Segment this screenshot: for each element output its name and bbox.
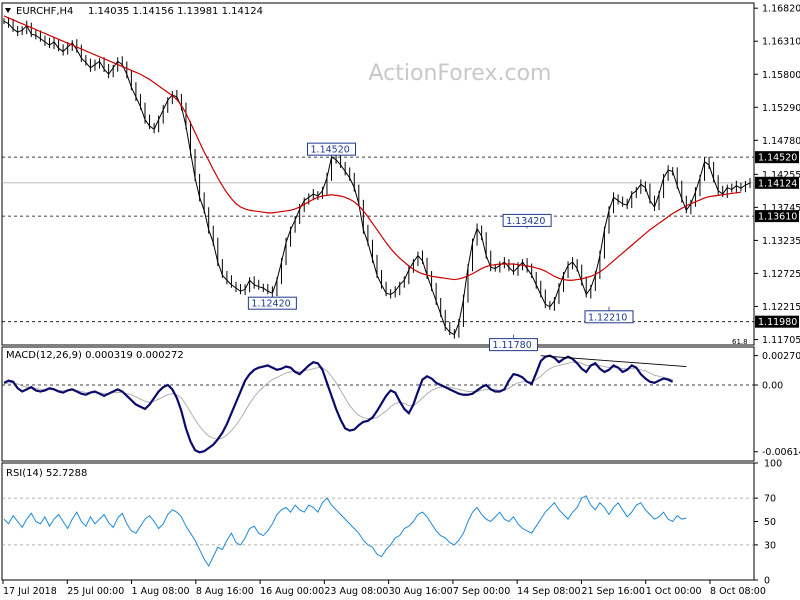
- time-axis-label: 8 Oct 08:00: [710, 586, 766, 597]
- level-price-label: 1.14520: [758, 153, 797, 164]
- time-axis-label: 17 Jul 2018: [3, 586, 57, 597]
- time-axis-label: 16 Aug 00:00: [260, 586, 324, 597]
- macd-axis-label: -0.006148: [762, 447, 800, 458]
- level-price-tag: [755, 151, 799, 164]
- chart-ohlc: 1.14035 1.14156 1.13981 1.14124: [88, 6, 263, 17]
- last-price-label: 1.14124: [758, 178, 797, 189]
- macd-axis-label: 0.00: [762, 381, 783, 392]
- watermark-text: ActionForex.com: [369, 61, 552, 86]
- price-axis-label: 1.12725: [762, 269, 800, 280]
- time-axis-label: 1 Aug 08:00: [132, 586, 190, 597]
- rsi-axis-label: 50: [764, 517, 776, 528]
- time-axis-label: 14 Sep 08:00: [517, 586, 580, 597]
- rsi-axis-label: 0: [764, 576, 770, 587]
- annotation-label: 1.13420: [506, 216, 545, 227]
- fib-label: 61.8: [732, 338, 748, 346]
- rsi-line: [3, 495, 687, 567]
- level-price-label: 1.11980: [758, 317, 797, 328]
- price-axis-label: 1.15800: [762, 70, 800, 81]
- annotation-label: 1.11780: [492, 340, 531, 351]
- macd-signal-line: [3, 361, 673, 440]
- level-price-tag: [755, 210, 799, 223]
- chart-symbol: EURCHF,H4: [16, 6, 73, 17]
- time-axis-label: 30 Aug 16:00: [389, 586, 453, 597]
- last-price-tag: [755, 176, 799, 189]
- macd-title: MACD(12,26,9) 0.000319 0.000272: [6, 350, 184, 361]
- macd-line: [3, 354, 674, 454]
- moving-average-line: [3, 15, 741, 281]
- time-axis-label: 21 Sep 16:00: [581, 586, 644, 597]
- price-axis-label: 1.15290: [762, 103, 800, 114]
- annotation-box: [488, 338, 538, 352]
- annotation-label: 1.14520: [311, 145, 350, 156]
- rsi-title: RSI(14) 52.7288: [6, 468, 87, 479]
- time-axis-label: 7 Sep 00:00: [453, 586, 510, 597]
- annotation-box: [584, 310, 634, 324]
- macd-trendline: [540, 355, 687, 367]
- level-price-tag: [755, 315, 799, 328]
- price-axis-label: 1.13235: [762, 236, 800, 247]
- macd-panel-frame: [1, 346, 755, 462]
- rsi-panel-frame: [1, 462, 755, 581]
- price-axis-label: 1.11705: [762, 335, 800, 346]
- annotation-label: 1.12420: [251, 299, 290, 310]
- level-price-label: 1.13610: [758, 212, 797, 223]
- price-axis-label: 1.14780: [762, 136, 800, 147]
- price-axis-label: 1.12215: [762, 302, 800, 313]
- macd-axis-label: 0.002708: [762, 351, 800, 362]
- price-panel-frame: [1, 2, 755, 346]
- annotation-label: 1.12210: [588, 312, 627, 323]
- time-axis-label: 25 Jul 00:00: [67, 586, 124, 597]
- price-axis-label: 1.13745: [762, 203, 800, 214]
- price-line: [3, 20, 751, 336]
- rsi-axis-label: 100: [764, 459, 782, 470]
- rsi-axis-label: 30: [764, 540, 776, 551]
- annotation-box: [307, 142, 357, 156]
- price-axis-label: 1.16310: [762, 37, 800, 48]
- time-axis-label: 8 Aug 16:00: [196, 586, 254, 597]
- annotation-box: [502, 213, 552, 227]
- time-axis-label: 1 Oct 00:00: [646, 586, 702, 597]
- price-axis-label: 1.16820: [762, 4, 800, 15]
- triangle-down-icon: [5, 8, 11, 13]
- time-axis-label: 23 Aug 08:00: [324, 586, 388, 597]
- price-axis-label: 1.14255: [762, 170, 800, 181]
- annotation-box: [247, 296, 297, 310]
- rsi-axis-label: 70: [764, 494, 776, 505]
